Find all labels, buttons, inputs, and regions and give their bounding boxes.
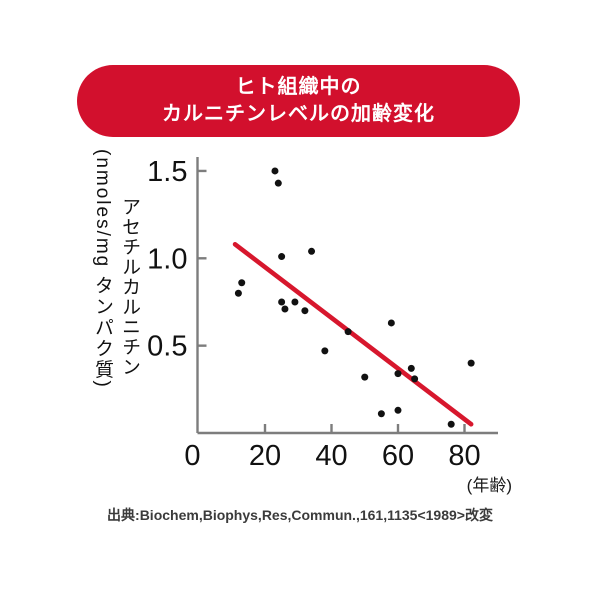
data-point bbox=[344, 328, 352, 336]
data-point bbox=[467, 359, 475, 367]
data-point bbox=[377, 410, 385, 418]
data-point bbox=[407, 364, 415, 372]
y-tick-label: 1.0 bbox=[147, 243, 187, 275]
x-axis-unit-label: (年齢) bbox=[466, 476, 512, 495]
data-point bbox=[394, 406, 402, 414]
y-axis-unit-label: (nmoles/mg タンパク質) bbox=[92, 149, 113, 389]
data-point bbox=[394, 370, 402, 378]
y-axis-label: アセチルカルニチン bbox=[119, 197, 140, 377]
trend-line bbox=[232, 242, 474, 427]
data-point bbox=[271, 167, 279, 175]
x-tick-label: 80 bbox=[448, 440, 480, 472]
x-tick-label: 60 bbox=[382, 440, 414, 472]
data-point bbox=[321, 347, 329, 355]
data-point bbox=[291, 298, 299, 306]
data-point bbox=[411, 375, 419, 383]
data-point bbox=[361, 373, 369, 381]
y-tick-label: 1.5 bbox=[147, 156, 187, 188]
data-point bbox=[308, 247, 316, 255]
data-point bbox=[278, 253, 286, 261]
data-point bbox=[278, 298, 286, 306]
data-point bbox=[387, 319, 395, 327]
data-point bbox=[301, 307, 309, 315]
title-line-1: ヒト組織中の bbox=[235, 76, 362, 98]
data-point bbox=[447, 420, 455, 428]
title-line-2: カルニチンレベルの加齢変化 bbox=[162, 103, 435, 125]
source-citation: 出典:Biochem,Biophys,Res,Commun.,161,1135<… bbox=[107, 507, 493, 523]
x-tick-label: 40 bbox=[315, 440, 347, 472]
data-point bbox=[238, 279, 246, 287]
title-banner: ヒト組織中の カルニチンレベルの加齢変化 bbox=[77, 65, 520, 137]
y-tick-label: 0.5 bbox=[147, 331, 187, 363]
x-tick-label: 20 bbox=[249, 440, 281, 472]
x-tick-label: 0 bbox=[184, 440, 200, 472]
data-point bbox=[234, 289, 242, 297]
data-point bbox=[274, 179, 282, 187]
data-point bbox=[281, 305, 289, 313]
